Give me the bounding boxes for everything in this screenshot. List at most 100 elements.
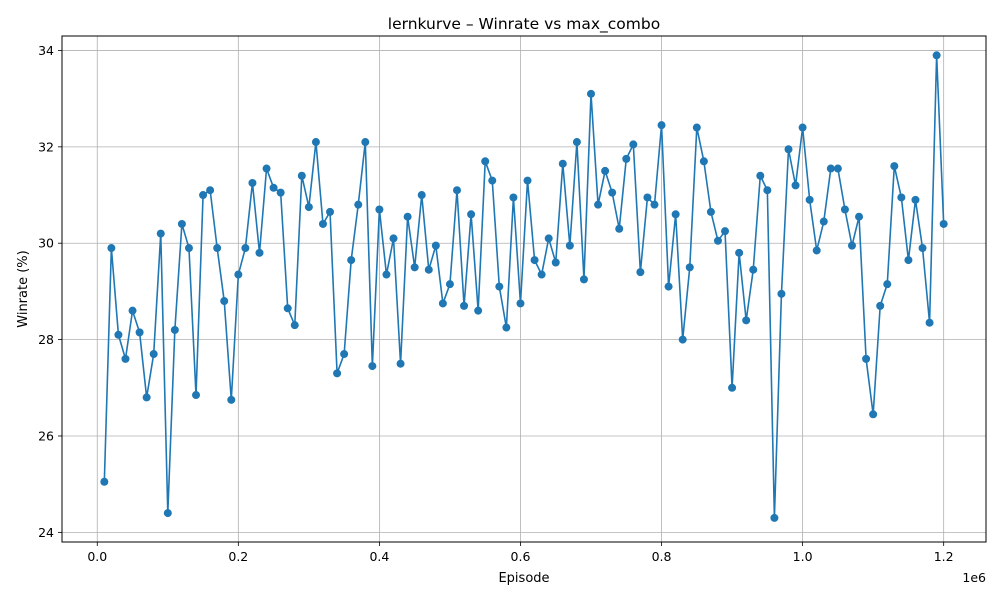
data-point xyxy=(805,195,814,204)
data-point xyxy=(643,193,652,202)
data-point xyxy=(756,171,765,180)
data-point xyxy=(227,395,236,404)
data-point xyxy=(551,258,560,267)
data-point xyxy=(911,195,920,204)
data-point xyxy=(777,289,786,298)
y-tick-label: 24 xyxy=(38,525,54,540)
data-point xyxy=(502,323,511,332)
data-point xyxy=(699,157,708,166)
data-point xyxy=(304,203,313,212)
data-point xyxy=(572,138,581,147)
data-point xyxy=(812,246,821,255)
data-point xyxy=(876,301,885,310)
data-point xyxy=(565,241,574,250)
data-point xyxy=(749,265,758,274)
data-point xyxy=(728,383,737,392)
data-point xyxy=(361,138,370,147)
data-point xyxy=(403,212,412,221)
data-point xyxy=(629,140,638,149)
data-point xyxy=(530,256,539,265)
data-point xyxy=(220,297,229,306)
data-point xyxy=(248,178,257,187)
data-point xyxy=(474,306,483,315)
data-point xyxy=(375,205,384,214)
data-point xyxy=(932,51,941,60)
data-point xyxy=(939,219,948,228)
data-point xyxy=(594,200,603,209)
data-point xyxy=(615,224,624,233)
data-point xyxy=(333,369,342,378)
data-point xyxy=(389,234,398,243)
data-point xyxy=(869,410,878,419)
data-point xyxy=(206,186,215,195)
data-point xyxy=(318,219,327,228)
data-point xyxy=(608,188,617,197)
data-point xyxy=(509,193,518,202)
data-point xyxy=(558,159,567,168)
y-tick-label: 30 xyxy=(38,236,54,251)
data-point xyxy=(819,217,828,226)
data-point xyxy=(579,275,588,284)
data-point xyxy=(883,280,892,289)
data-point xyxy=(460,301,469,310)
plot-frame xyxy=(61,35,987,543)
data-point xyxy=(276,188,285,197)
x-tick-label: 0.6 xyxy=(511,549,531,564)
data-point xyxy=(833,164,842,173)
data-point xyxy=(855,212,864,221)
data-point xyxy=(770,513,779,522)
y-tick-label: 32 xyxy=(38,139,54,154)
data-point xyxy=(410,263,419,272)
data-point xyxy=(290,321,299,330)
data-point xyxy=(452,186,461,195)
data-point xyxy=(523,176,532,185)
data-point xyxy=(918,244,927,253)
data-point xyxy=(149,350,158,359)
data-point xyxy=(537,270,546,279)
data-point xyxy=(213,244,222,253)
data-point xyxy=(163,509,172,518)
chart-title: lernkurve – Winrate vs max_combo xyxy=(388,15,660,34)
x-axis-offset-label: 1e6 xyxy=(962,570,986,585)
data-point xyxy=(121,354,130,363)
data-point xyxy=(417,191,426,200)
data-point xyxy=(897,193,906,202)
data-point xyxy=(114,330,123,339)
data-point xyxy=(798,123,807,132)
data-point xyxy=(142,393,151,402)
data-point xyxy=(904,256,913,265)
data-point xyxy=(925,318,934,327)
data-point xyxy=(354,200,363,209)
y-tick-label: 26 xyxy=(38,428,54,443)
y-axis-ticks: 24 26 28 30 32 34 xyxy=(38,43,62,540)
data-point xyxy=(664,282,673,291)
data-point xyxy=(784,145,793,154)
data-point xyxy=(170,325,179,334)
data-point xyxy=(713,236,722,245)
data-point xyxy=(431,241,440,250)
data-point xyxy=(107,244,116,253)
data-point xyxy=(601,166,610,175)
data-point xyxy=(340,350,349,359)
data-point xyxy=(311,138,320,147)
x-tick-label: 1.2 xyxy=(934,549,954,564)
data-point xyxy=(742,316,751,325)
data-point xyxy=(622,154,631,163)
data-point xyxy=(657,121,666,130)
x-axis-label: Episode xyxy=(498,571,549,586)
x-tick-label: 0.8 xyxy=(652,549,672,564)
data-point xyxy=(636,268,645,277)
data-point xyxy=(396,359,405,368)
data-point xyxy=(192,391,201,400)
data-point xyxy=(234,270,243,279)
data-point xyxy=(650,200,659,209)
data-point xyxy=(721,227,730,236)
data-point xyxy=(735,248,744,257)
data-point xyxy=(678,335,687,344)
data-series xyxy=(100,51,948,522)
data-point xyxy=(706,207,715,216)
data-point xyxy=(156,229,165,238)
data-point xyxy=(262,164,271,173)
